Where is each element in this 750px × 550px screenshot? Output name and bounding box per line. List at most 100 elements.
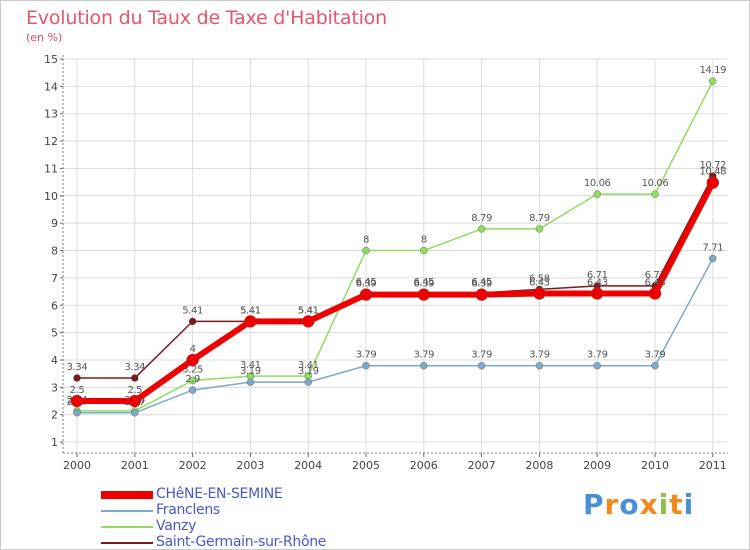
- data-point-saint-germain-sur-rh-ne: [73, 374, 81, 382]
- data-point-franclens: [73, 409, 81, 417]
- data-point-vanzy: [420, 246, 428, 255]
- data-label-ch-ne-en-semine: 6.39: [356, 279, 377, 290]
- data-point-ch-ne-en-semine: [186, 353, 199, 367]
- data-label-franclens: 3.79: [413, 350, 434, 361]
- data-label-vanzy: 3.41: [298, 360, 319, 371]
- x-tick-label: 2005: [352, 459, 380, 472]
- data-label-saint-germain-sur-rh-ne: 6.45: [413, 277, 434, 288]
- legend-label-franclens: Franclens: [156, 502, 220, 518]
- y-tick-label: 14: [44, 80, 58, 93]
- data-label-ch-ne-en-semine: 6.43: [587, 277, 608, 288]
- data-label-vanzy: 8.79: [529, 213, 550, 224]
- y-tick-label: 10: [44, 190, 58, 203]
- data-label-saint-germain-sur-rh-ne: 6.45: [471, 277, 492, 288]
- legend-item-franclens: Franclens: [101, 502, 361, 519]
- data-point-franclens: [188, 386, 197, 394]
- data-label-franclens: 3.79: [529, 350, 550, 361]
- data-point-ch-ne-en-semine: [359, 288, 373, 301]
- y-tick-label: 4: [51, 354, 58, 367]
- data-point-ch-ne-en-semine: [533, 287, 546, 300]
- x-tick-label: 2001: [121, 459, 149, 472]
- y-tick-label: 3: [51, 381, 58, 394]
- data-label-vanzy: 8.79: [471, 213, 492, 224]
- data-label-ch-ne-en-semine: 5.41: [240, 305, 261, 316]
- data-label-saint-germain-sur-rh-ne: 6.58: [529, 273, 550, 284]
- x-tick-label: 2009: [583, 459, 611, 472]
- data-point-ch-ne-en-semine: [244, 315, 257, 328]
- data-label-ch-ne-en-semine: 5.41: [298, 305, 319, 316]
- logo-letter: r: [604, 488, 620, 521]
- data-label-saint-germain-sur-rh-ne: 5.41: [182, 305, 203, 316]
- data-point-ch-ne-en-semine: [475, 288, 488, 301]
- y-tick-label: 1: [51, 436, 58, 449]
- data-label-ch-ne-en-semine: 4: [190, 344, 196, 355]
- data-point-vanzy: [593, 190, 601, 198]
- data-point-ch-ne-en-semine: [648, 287, 662, 300]
- data-label-saint-germain-sur-rh-ne: 5.41: [298, 305, 319, 316]
- data-point-ch-ne-en-semine: [302, 315, 315, 328]
- data-point-franclens: [593, 362, 601, 370]
- legend-label-chene: CHêNE-EN-SEMINE: [156, 486, 283, 502]
- x-tick-label: 2008: [525, 459, 553, 472]
- chart-title: Evolution du Taux de Taxe d'Habitation: [26, 7, 387, 29]
- x-tick-label: 2007: [468, 459, 496, 472]
- data-label-franclens: 2.9: [185, 374, 200, 385]
- legend-swatch-saint-germain: [101, 542, 153, 544]
- data-label-saint-germain-sur-rh-ne: 10.72: [699, 160, 726, 171]
- data-point-vanzy: [535, 225, 544, 233]
- data-point-franclens: [651, 362, 659, 370]
- chart-unit-label: (en %): [26, 31, 63, 44]
- x-tick-label: 2000: [63, 459, 91, 472]
- data-label-ch-ne-en-semine: 6.39: [471, 279, 492, 290]
- plot-area: [63, 59, 728, 453]
- data-label-saint-germain-sur-rh-ne: 5.41: [240, 305, 261, 316]
- legend-swatch-franclens: [101, 510, 153, 512]
- legend-item-vanzy: Vanzy: [101, 518, 361, 535]
- data-label-ch-ne-en-semine: 6.43: [529, 277, 550, 288]
- data-label-vanzy: 10.06: [642, 178, 669, 189]
- x-tick-label: 2006: [410, 459, 438, 472]
- data-label-vanzy: 14.19: [699, 65, 726, 76]
- logo-letter: P: [583, 488, 605, 521]
- x-tick-label: 2010: [641, 459, 669, 472]
- data-label-franclens: 3.79: [471, 350, 492, 361]
- data-point-franclens: [131, 409, 139, 417]
- logo-letter: x: [639, 488, 659, 521]
- data-point-ch-ne-en-semine: [706, 176, 719, 189]
- y-tick-label: 15: [44, 53, 58, 66]
- y-tick-label: 11: [44, 162, 58, 175]
- series-line-franclens: [77, 258, 714, 414]
- data-label-vanzy: 3.41: [240, 360, 261, 371]
- data-label-franclens: 3.19: [298, 366, 319, 377]
- data-label-franclens: 3.19: [240, 366, 261, 377]
- data-label-saint-germain-sur-rh-ne: 3.34: [124, 362, 145, 373]
- data-point-franclens: [477, 362, 486, 370]
- x-tick-label: 2003: [236, 459, 264, 472]
- data-point-vanzy: [477, 225, 486, 233]
- legend-swatch-vanzy: [101, 526, 153, 528]
- data-point-ch-ne-en-semine: [591, 287, 604, 300]
- series-line-vanzy: [77, 80, 714, 412]
- y-tick-label: 8: [51, 245, 58, 258]
- series-line-ch-ne-en-semine: [77, 181, 716, 405]
- data-point-franclens: [709, 254, 717, 263]
- data-point-saint-germain-sur-rh-ne: [188, 317, 197, 326]
- data-point-ch-ne-en-semine: [128, 394, 142, 408]
- data-label-ch-ne-en-semine: 6.43: [645, 277, 666, 288]
- y-tick-label: 5: [51, 327, 58, 340]
- data-label-saint-germain-sur-rh-ne: 6.71: [645, 270, 666, 281]
- data-label-ch-ne-en-semine: 2.5: [127, 385, 142, 396]
- y-tick-label: 9: [51, 217, 58, 230]
- legend-label-saint-germain: Saint-Germain-sur-Rhône: [156, 534, 327, 550]
- data-point-vanzy: [709, 77, 717, 85]
- data-label-ch-ne-en-semine: 6.39: [413, 279, 434, 290]
- data-label-saint-germain-sur-rh-ne: 6.45: [356, 277, 377, 288]
- legend-item-chene-en-semine: CHêNE-EN-SEMINE: [101, 486, 361, 503]
- data-point-franclens: [362, 362, 370, 370]
- data-point-vanzy: [362, 246, 370, 255]
- data-label-franclens: 3.79: [356, 350, 377, 361]
- data-point-franclens: [535, 362, 544, 370]
- y-tick-label: 12: [44, 135, 58, 148]
- data-label-ch-ne-en-semine: 2.5: [70, 385, 85, 396]
